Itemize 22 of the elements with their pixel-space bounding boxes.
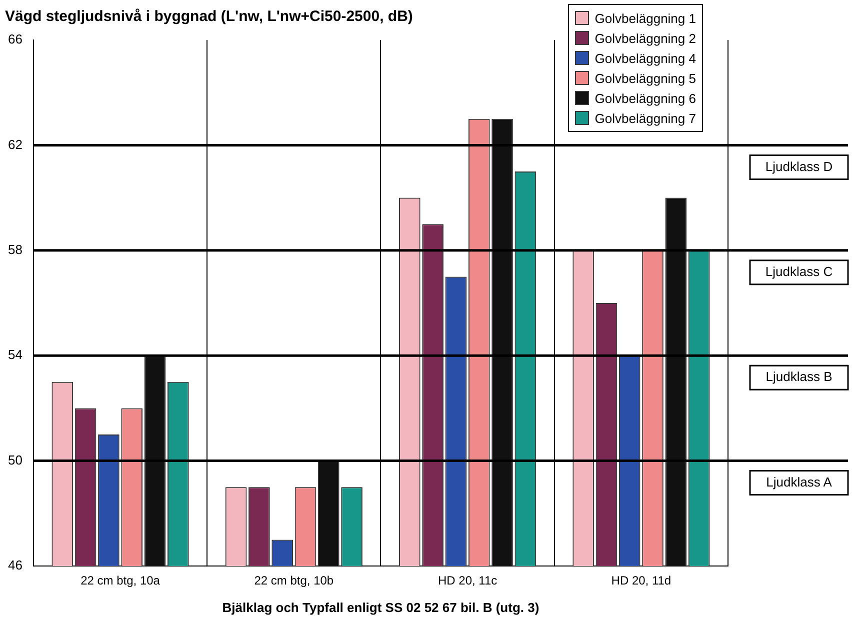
legend-label: Golvbeläggning 7 [594, 110, 696, 126]
legend-label: Golvbeläggning 4 [594, 50, 696, 66]
legend-label: Golvbeläggning 1 [594, 10, 696, 26]
x-tick-label: 22 cm btg, 10a [80, 574, 160, 588]
chart-title: Vägd stegljudsnivå i byggnad (L'nw, L'nw+Ci50-2500, dB) [5, 8, 413, 26]
y-tick-label: 46 [8, 558, 22, 573]
ref-line-label: Ljudklass C [765, 264, 833, 279]
legend-label: Golvbeläggning 6 [594, 90, 696, 106]
y-tick-label: 66 [8, 32, 22, 47]
x-tick-label: 22 cm btg, 10b [254, 574, 334, 588]
x-axis-title: Bjälklag och Typfall enligt SS 02 52 67 bil. B (utg. 3) [222, 600, 540, 615]
y-tick-label: 54 [8, 347, 22, 362]
x-tick-label: HD 20, 11c [438, 574, 498, 588]
y-tick-label: 58 [8, 242, 22, 257]
x-tick-label: HD 20, 11d [611, 574, 672, 588]
y-tick-label: 50 [8, 452, 22, 468]
ref-line-label: Ljudklass A [766, 474, 832, 490]
y-tick-label: 62 [8, 136, 22, 152]
ref-line-label: Ljudklass D [765, 158, 833, 174]
ref-line-label: Ljudklass B [766, 369, 832, 384]
legend-label: Golvbeläggning 5 [594, 70, 696, 86]
legend-label: Golvbeläggning 2 [594, 30, 696, 46]
